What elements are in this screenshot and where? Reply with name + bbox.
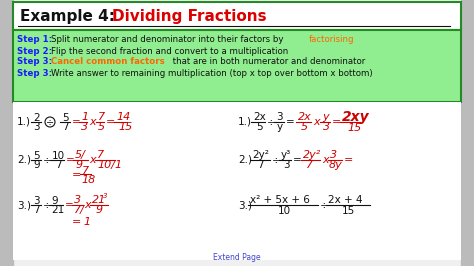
Text: ÷: ÷ [320, 200, 329, 210]
Text: 2y²: 2y² [252, 150, 269, 160]
Text: 5: 5 [62, 113, 69, 123]
Text: 5: 5 [98, 122, 105, 132]
Text: ÷: ÷ [272, 155, 281, 165]
Text: 3: 3 [33, 196, 40, 206]
Text: Cancel common factors: Cancel common factors [51, 57, 165, 66]
Text: Dividing Fractions: Dividing Fractions [112, 9, 266, 23]
Bar [461, 0, 474, 266]
Bar [13, 102, 461, 260]
Text: ÷: ÷ [43, 155, 52, 165]
Text: Split numerator and denominator into their factors by: Split numerator and denominator into the… [51, 35, 286, 44]
Text: 7: 7 [306, 160, 313, 170]
Text: =: = [66, 155, 75, 165]
Text: 1: 1 [81, 112, 88, 122]
Text: 10: 10 [278, 206, 291, 216]
Text: ÷: ÷ [267, 117, 276, 127]
Text: =: = [72, 170, 82, 180]
Text: y: y [322, 112, 328, 122]
Text: 7: 7 [55, 160, 62, 170]
Text: 3.): 3.) [238, 200, 252, 210]
Text: =: = [65, 200, 74, 210]
Text: =: = [332, 117, 341, 127]
Text: =: = [72, 217, 82, 227]
Text: Step 3:: Step 3: [17, 69, 52, 77]
Text: 2: 2 [33, 113, 40, 123]
Text: 7: 7 [33, 205, 40, 215]
Text: x: x [313, 117, 319, 127]
Text: 1.): 1.) [238, 117, 252, 127]
Text: 8y: 8y [329, 160, 343, 170]
Text: 7: 7 [97, 150, 104, 160]
Text: 3: 3 [323, 122, 330, 132]
Text: Step 2:: Step 2: [17, 47, 52, 56]
Text: 21: 21 [92, 195, 106, 205]
Text: 5/: 5/ [75, 150, 86, 160]
Text: 7: 7 [257, 160, 264, 170]
Text: 3: 3 [103, 193, 108, 199]
Text: =: = [293, 155, 302, 165]
Text: 3: 3 [81, 122, 88, 132]
Text: 15: 15 [118, 122, 132, 132]
Text: =: = [344, 155, 354, 165]
Text: 15: 15 [347, 123, 361, 133]
Text: 10: 10 [52, 151, 65, 161]
Text: 3: 3 [276, 112, 283, 122]
Text: =: = [72, 117, 81, 127]
Text: Write answer to remaining multiplication (top x top over bottom x bottom): Write answer to remaining multiplication… [51, 69, 373, 77]
Text: 3: 3 [74, 195, 81, 205]
Text: 7/: 7/ [74, 205, 85, 215]
Text: 7: 7 [98, 112, 105, 122]
Text: 15: 15 [342, 206, 355, 216]
Text: y: y [277, 122, 283, 132]
Text: 14: 14 [116, 112, 130, 122]
Text: y³: y³ [281, 150, 291, 160]
Text: factorising: factorising [309, 35, 355, 44]
Text: 3: 3 [33, 122, 40, 132]
Text: Step 3:: Step 3: [17, 57, 52, 66]
Text: that are in both numerator and denominator: that are in both numerator and denominat… [170, 57, 365, 66]
Text: 1.): 1.) [17, 117, 31, 127]
Bar [13, 2, 461, 30]
Text: ÷: ÷ [46, 117, 54, 127]
Text: 9: 9 [96, 205, 103, 215]
Text: 7: 7 [82, 166, 89, 176]
Text: 2x + 4: 2x + 4 [328, 195, 363, 205]
Text: 2.): 2.) [17, 155, 31, 165]
Text: =: = [106, 117, 115, 127]
Text: =: = [286, 117, 295, 127]
Text: 2.): 2.) [238, 155, 252, 165]
Text: Flip the second fraction and convert to a multiplication: Flip the second fraction and convert to … [51, 47, 288, 56]
Text: 3: 3 [330, 150, 337, 160]
Text: 1: 1 [83, 217, 90, 227]
Text: 10/1: 10/1 [97, 160, 122, 170]
Bar [0, 0, 13, 266]
Text: 3: 3 [283, 160, 290, 170]
Text: 9: 9 [33, 160, 40, 170]
Text: Extend Page: Extend Page [213, 252, 261, 261]
Text: x² + 5x + 6: x² + 5x + 6 [250, 195, 310, 205]
Text: 2x: 2x [298, 112, 312, 122]
Text: 5: 5 [301, 122, 308, 132]
Text: x: x [89, 155, 96, 165]
Bar [13, 30, 461, 102]
Text: x: x [84, 200, 91, 210]
Text: Example 4:: Example 4: [20, 9, 120, 23]
Text: 7: 7 [62, 122, 69, 132]
Text: 2x: 2x [253, 112, 266, 122]
Text: Step 1:: Step 1: [17, 35, 52, 44]
Text: 5: 5 [33, 151, 40, 161]
Text: 18: 18 [81, 175, 95, 185]
Text: 3.): 3.) [17, 200, 31, 210]
Text: x: x [322, 155, 328, 165]
Text: 21: 21 [51, 205, 64, 215]
Text: 9: 9 [51, 196, 58, 206]
Text: 2xy: 2xy [342, 110, 370, 124]
Text: 5: 5 [256, 122, 263, 132]
Text: 9: 9 [76, 160, 83, 170]
Text: 2y²: 2y² [303, 150, 321, 160]
Text: x: x [89, 117, 96, 127]
Text: ÷: ÷ [43, 200, 52, 210]
